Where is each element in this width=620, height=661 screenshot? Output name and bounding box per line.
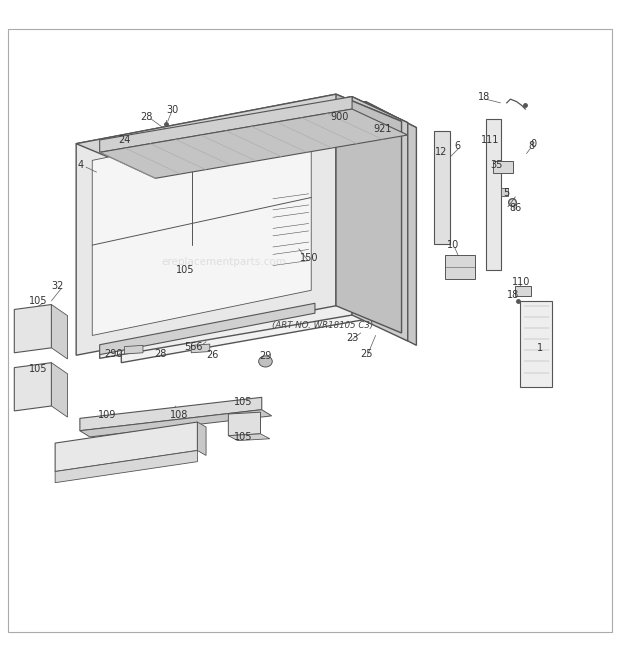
Text: 105: 105 xyxy=(176,265,194,275)
Polygon shape xyxy=(191,344,210,353)
Text: 30: 30 xyxy=(167,104,179,114)
Text: 1: 1 xyxy=(537,343,543,353)
Text: 108: 108 xyxy=(170,410,188,420)
Polygon shape xyxy=(486,119,500,270)
Polygon shape xyxy=(434,132,450,244)
Text: 109: 109 xyxy=(98,410,117,420)
Polygon shape xyxy=(445,255,474,279)
Text: 105: 105 xyxy=(29,296,47,306)
Polygon shape xyxy=(55,422,197,471)
Polygon shape xyxy=(122,102,417,171)
Text: 110: 110 xyxy=(512,277,531,288)
Polygon shape xyxy=(76,94,336,355)
Polygon shape xyxy=(14,363,51,411)
Polygon shape xyxy=(100,97,352,358)
Text: (ART NO. WR18105 C3): (ART NO. WR18105 C3) xyxy=(272,321,373,330)
Text: 25: 25 xyxy=(361,349,373,359)
Polygon shape xyxy=(100,97,352,152)
Polygon shape xyxy=(80,397,262,431)
Polygon shape xyxy=(100,97,408,166)
Polygon shape xyxy=(228,412,260,436)
Text: 28: 28 xyxy=(154,349,167,359)
Polygon shape xyxy=(51,363,68,417)
Text: 26: 26 xyxy=(206,350,218,360)
Text: 12: 12 xyxy=(435,147,448,157)
Polygon shape xyxy=(500,188,508,196)
Text: 0: 0 xyxy=(531,139,537,149)
Text: 105: 105 xyxy=(234,397,252,407)
Text: 6: 6 xyxy=(454,141,460,151)
Text: ereplacementparts.com: ereplacementparts.com xyxy=(161,257,286,268)
Text: 8: 8 xyxy=(528,141,534,151)
Polygon shape xyxy=(76,94,402,171)
Text: 18: 18 xyxy=(507,290,519,299)
Text: 18: 18 xyxy=(478,92,490,102)
Polygon shape xyxy=(92,115,311,335)
Text: 29: 29 xyxy=(259,352,272,362)
Text: 150: 150 xyxy=(299,253,318,262)
Polygon shape xyxy=(366,102,417,345)
Polygon shape xyxy=(228,434,270,441)
Text: 4: 4 xyxy=(78,160,84,170)
Polygon shape xyxy=(336,94,402,333)
Text: 105: 105 xyxy=(29,364,47,374)
Polygon shape xyxy=(125,345,143,354)
Polygon shape xyxy=(352,97,408,341)
Text: 921: 921 xyxy=(374,124,392,134)
Polygon shape xyxy=(100,303,315,354)
Polygon shape xyxy=(122,102,366,363)
Text: 5: 5 xyxy=(503,188,510,198)
Text: 24: 24 xyxy=(118,135,131,145)
Text: 23: 23 xyxy=(346,333,358,343)
Polygon shape xyxy=(51,305,68,359)
Polygon shape xyxy=(14,305,51,353)
Polygon shape xyxy=(55,451,197,483)
Polygon shape xyxy=(100,109,408,178)
Polygon shape xyxy=(493,161,513,173)
Polygon shape xyxy=(515,286,531,297)
Text: 111: 111 xyxy=(482,135,500,145)
Text: 28: 28 xyxy=(140,112,153,122)
Polygon shape xyxy=(80,410,272,437)
Text: 35: 35 xyxy=(490,160,503,170)
Text: 290: 290 xyxy=(104,349,123,359)
Text: 900: 900 xyxy=(330,112,349,122)
Text: 10: 10 xyxy=(448,240,459,250)
Text: 566: 566 xyxy=(185,342,203,352)
Text: 32: 32 xyxy=(51,281,64,291)
Polygon shape xyxy=(520,301,552,387)
Text: 105: 105 xyxy=(234,432,252,442)
Ellipse shape xyxy=(259,356,272,367)
Text: 86: 86 xyxy=(509,203,521,213)
Polygon shape xyxy=(197,422,206,455)
